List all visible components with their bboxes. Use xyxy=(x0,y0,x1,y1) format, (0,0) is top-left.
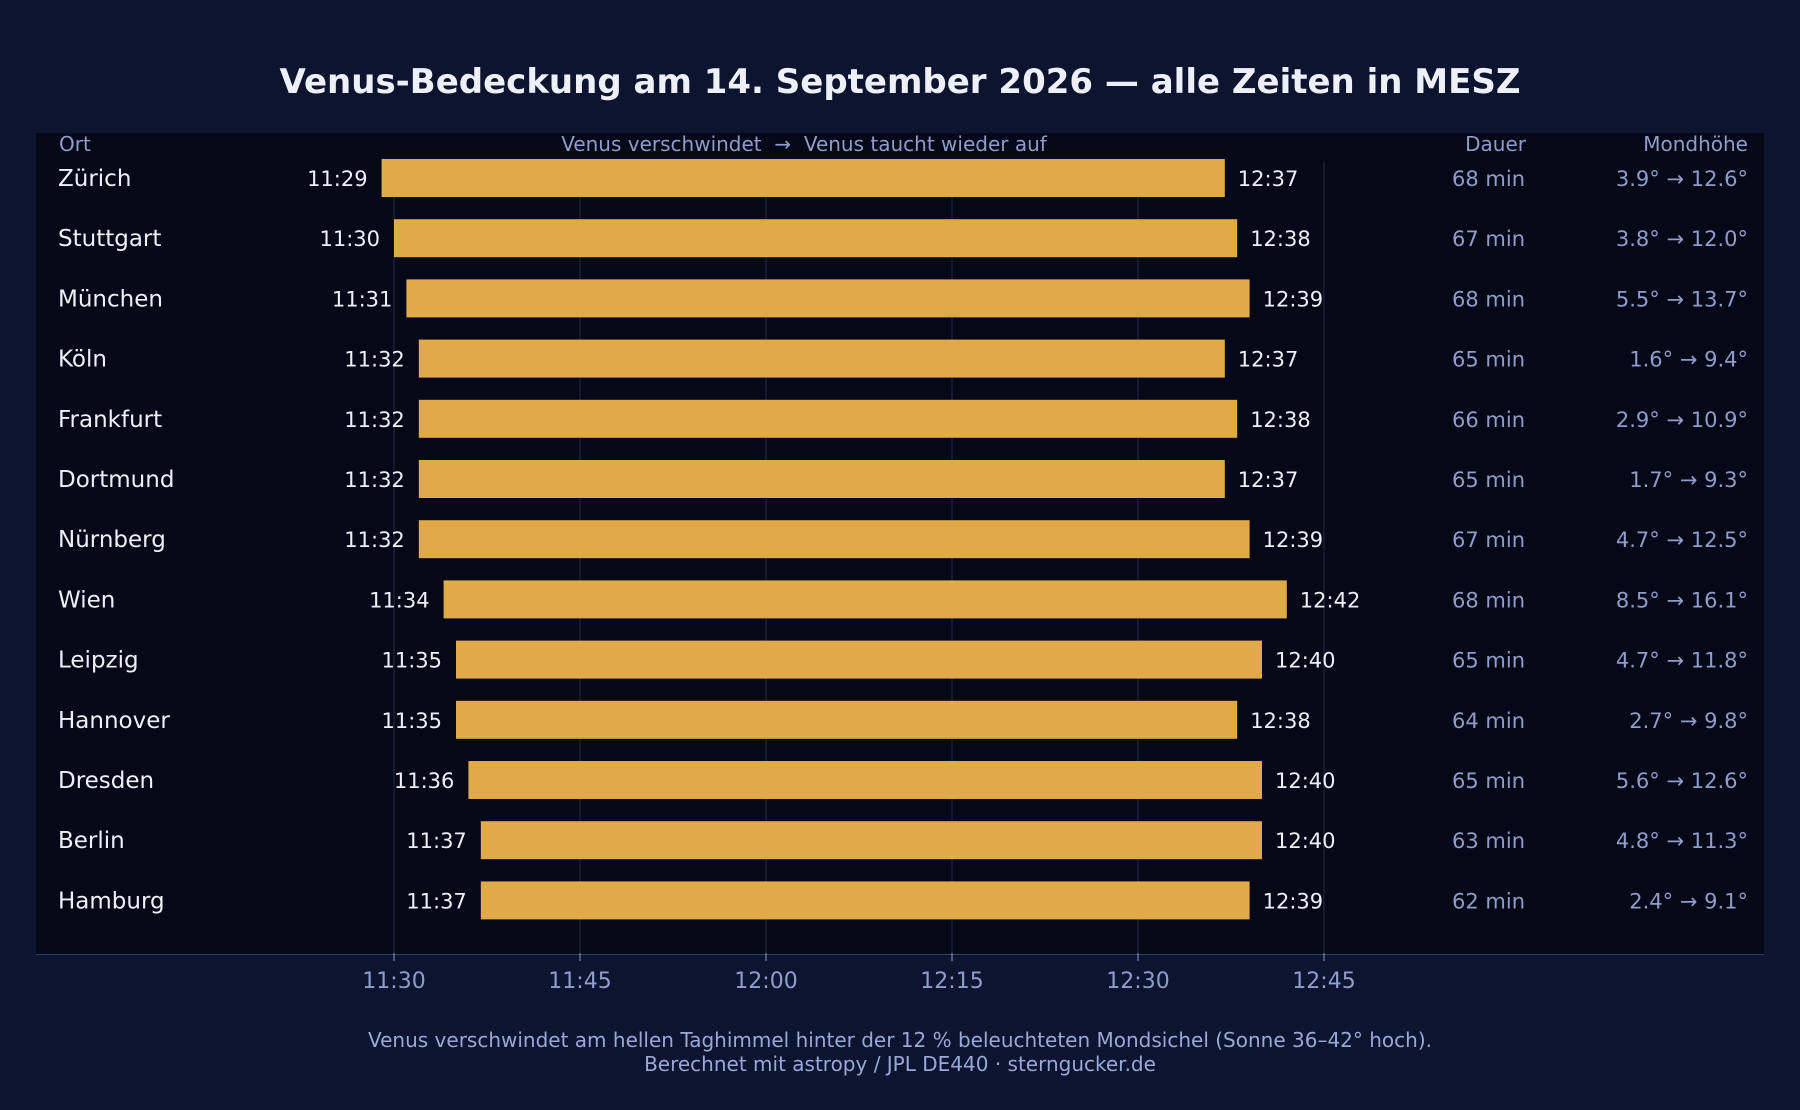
bar-start-label-2: 11:31 xyxy=(332,287,393,311)
row-moon-altitude-7: 8.5° → 16.1° xyxy=(1616,588,1748,612)
row-duration-3: 65 min xyxy=(1452,348,1525,372)
row-place-3: Köln xyxy=(58,347,107,373)
bar-start-label-0: 11:29 xyxy=(307,167,368,191)
bar-end-label-4: 12:38 xyxy=(1250,408,1311,432)
row-moon-altitude-0: 3.9° → 12.6° xyxy=(1616,167,1748,191)
bar-12 xyxy=(480,881,1250,920)
x-tick-label-5: 12:45 xyxy=(1292,969,1355,994)
bar-start-label-11: 11:37 xyxy=(406,829,467,853)
row-duration-1: 67 min xyxy=(1452,227,1525,251)
row-place-9: Hannover xyxy=(58,708,170,734)
bar-end-label-2: 12:39 xyxy=(1263,287,1324,311)
row-duration-4: 66 min xyxy=(1452,408,1525,432)
bar-3 xyxy=(418,339,1225,378)
bar-end-label-5: 12:37 xyxy=(1238,468,1299,492)
bar-end-label-0: 12:37 xyxy=(1238,167,1299,191)
bar-11 xyxy=(480,821,1262,860)
row-duration-7: 68 min xyxy=(1452,588,1525,612)
bar-start-label-10: 11:36 xyxy=(394,769,455,793)
bar-start-label-7: 11:34 xyxy=(369,588,430,612)
bar-end-label-3: 12:37 xyxy=(1238,348,1299,372)
row-place-8: Leipzig xyxy=(58,648,139,674)
row-duration-9: 64 min xyxy=(1452,709,1525,733)
bar-end-label-6: 12:39 xyxy=(1263,528,1324,552)
bar-start-label-9: 11:35 xyxy=(381,709,442,733)
bar-start-label-12: 11:37 xyxy=(406,889,467,913)
bar-5 xyxy=(418,460,1225,498)
x-tick-label-0: 11:30 xyxy=(362,969,425,994)
row-duration-2: 68 min xyxy=(1452,287,1525,311)
row-place-0: Zürich xyxy=(58,166,131,192)
row-duration-12: 62 min xyxy=(1452,889,1525,913)
row-place-10: Dresden xyxy=(58,768,154,794)
bar-8 xyxy=(456,640,1262,679)
row-duration-0: 68 min xyxy=(1452,167,1525,191)
row-moon-altitude-11: 4.8° → 11.3° xyxy=(1616,829,1748,853)
row-moon-altitude-2: 5.5° → 13.7° xyxy=(1616,287,1748,311)
bar-6 xyxy=(418,520,1250,559)
row-duration-8: 65 min xyxy=(1452,649,1525,673)
chart-title: Venus-Bedeckung am 14. September 2026 — … xyxy=(279,62,1521,102)
row-duration-10: 65 min xyxy=(1452,769,1525,793)
bar-4 xyxy=(418,399,1238,438)
bar-start-label-4: 11:32 xyxy=(344,408,405,432)
bar-start-label-1: 11:30 xyxy=(319,227,380,251)
row-place-12: Hamburg xyxy=(58,888,165,914)
row-moon-altitude-12: 2.4° → 9.1° xyxy=(1629,889,1748,913)
row-place-6: Nürnberg xyxy=(58,527,166,553)
header-duration: Dauer xyxy=(1465,132,1526,156)
row-moon-altitude-5: 1.7° → 9.3° xyxy=(1629,468,1748,492)
row-moon-altitude-9: 2.7° → 9.8° xyxy=(1629,709,1748,733)
row-duration-5: 65 min xyxy=(1452,468,1525,492)
bar-0 xyxy=(381,159,1225,197)
x-tick-label-2: 12:00 xyxy=(734,969,797,994)
row-moon-altitude-10: 5.6° → 12.6° xyxy=(1616,769,1748,793)
row-moon-altitude-3: 1.6° → 9.4° xyxy=(1629,348,1748,372)
bar-end-label-9: 12:38 xyxy=(1250,709,1311,733)
row-place-1: Stuttgart xyxy=(58,226,161,252)
row-place-2: München xyxy=(58,286,163,312)
header-bars: Venus verschwindet → Venus taucht wieder… xyxy=(561,132,1047,156)
bar-start-label-8: 11:35 xyxy=(381,649,442,673)
row-moon-altitude-4: 2.9° → 10.9° xyxy=(1616,408,1748,432)
header-place: Ort xyxy=(59,132,91,156)
row-duration-11: 63 min xyxy=(1452,829,1525,853)
bar-end-label-8: 12:40 xyxy=(1275,649,1336,673)
bar-end-label-1: 12:38 xyxy=(1250,227,1311,251)
row-duration-6: 67 min xyxy=(1452,528,1525,552)
row-moon-altitude-1: 3.8° → 12.0° xyxy=(1616,227,1748,251)
row-place-11: Berlin xyxy=(58,828,125,854)
bar-start-label-5: 11:32 xyxy=(344,468,405,492)
bar-9 xyxy=(456,700,1238,739)
bar-start-label-6: 11:32 xyxy=(344,528,405,552)
bar-end-label-11: 12:40 xyxy=(1275,829,1336,853)
x-tick-label-4: 12:30 xyxy=(1106,969,1169,994)
footer-credit: Berechnet mit astropy / JPL DE440 · ster… xyxy=(644,1052,1156,1076)
bar-1 xyxy=(394,219,1238,258)
bar-start-label-3: 11:32 xyxy=(344,348,405,372)
row-place-4: Frankfurt xyxy=(58,407,162,433)
bar-7 xyxy=(443,580,1287,619)
x-tick-label-1: 11:45 xyxy=(548,969,611,994)
bar-end-label-10: 12:40 xyxy=(1275,769,1336,793)
bar-2 xyxy=(406,279,1250,318)
bar-end-label-7: 12:42 xyxy=(1300,588,1361,612)
row-place-5: Dortmund xyxy=(58,467,174,493)
row-moon-altitude-8: 4.7° → 11.8° xyxy=(1616,649,1748,673)
footer: Venus verschwindet am hellen Taghimmel h… xyxy=(0,1028,1800,1076)
bar-10 xyxy=(468,761,1262,799)
row-moon-altitude-6: 4.7° → 12.5° xyxy=(1616,528,1748,552)
footer-note: Venus verschwindet am hellen Taghimmel h… xyxy=(367,1028,1432,1052)
bar-end-label-12: 12:39 xyxy=(1263,889,1324,913)
row-place-7: Wien xyxy=(58,587,115,613)
x-tick-label-3: 12:15 xyxy=(920,969,983,994)
header-moon-altitude: Mondhöhe xyxy=(1643,132,1748,156)
